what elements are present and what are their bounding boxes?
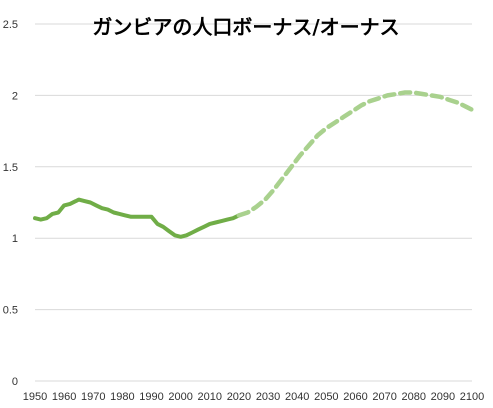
x-tick-label: 2000 [168,391,192,403]
x-tick-label: 1980 [110,391,134,403]
x-tick-label: 2100 [460,391,484,403]
x-tick-label: 1970 [81,391,105,403]
x-tick-label: 2080 [401,391,425,403]
y-tick-label: 2 [12,90,18,102]
x-tick-label: 2040 [285,391,309,403]
x-tick-label: 2070 [372,391,396,403]
x-tick-label: 2010 [198,391,222,403]
y-tick-label: 1.5 [3,162,18,174]
y-tick-label: 0 [12,376,18,388]
projected-series-line [236,90,475,218]
historical-series-line [33,197,241,239]
chart-title: ガンビアの人口ボーナス/オーナス [92,15,399,39]
y-axis-ticks: 0 0.5 1 1.5 2 2.5 [3,19,18,388]
x-tick-label: 1950 [23,391,47,403]
x-tick-label: 2050 [314,391,338,403]
y-tick-label: 2.5 [3,19,18,31]
x-tick-label: 2020 [227,391,251,403]
x-tick-label: 2030 [256,391,280,403]
gridlines [35,23,472,382]
x-axis-ticks: 1950 1960 1970 1980 1990 2000 2010 2020 2030 2040… [23,391,484,403]
x-tick-label: 2090 [431,391,455,403]
y-tick-label: 0.5 [3,305,18,317]
x-tick-label: 1990 [139,391,163,403]
x-tick-label: 2060 [343,391,367,403]
x-tick-label: 1960 [52,391,76,403]
plot-area [33,90,475,239]
y-tick-label: 1 [12,233,18,245]
